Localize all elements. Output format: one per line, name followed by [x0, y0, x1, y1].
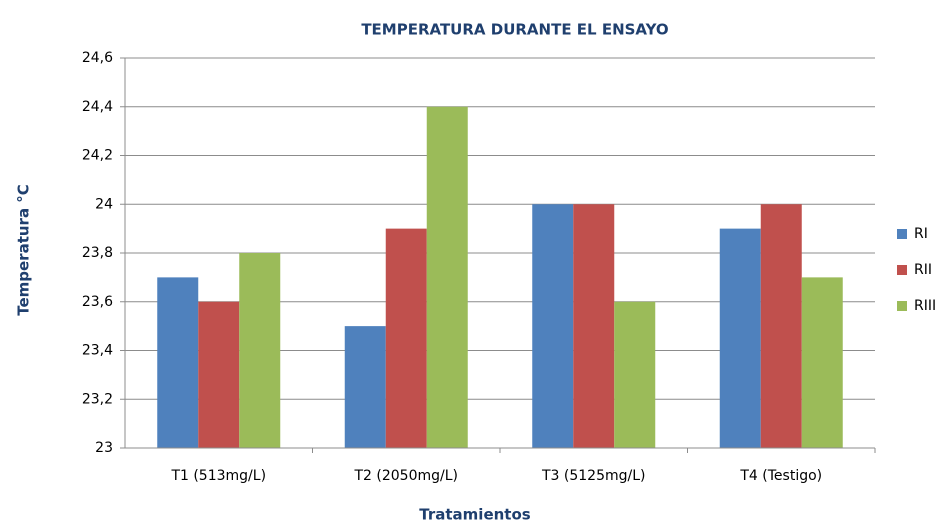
y-tick-label: 23,4	[82, 343, 113, 359]
bar	[573, 204, 615, 448]
bar	[760, 204, 802, 448]
y-tick-label: 24,2	[82, 148, 113, 164]
y-tick-label: 24	[95, 196, 113, 212]
legend-swatch	[897, 265, 907, 275]
bar	[344, 326, 386, 448]
x-tick-label: T3 (5125mg/L)	[541, 468, 646, 484]
legend-label: RIII	[914, 298, 936, 314]
bar	[719, 228, 761, 448]
y-tick-label: 23,2	[82, 391, 113, 407]
y-tick-label: 24,4	[82, 99, 113, 115]
bar	[801, 277, 843, 448]
x-axis-label: Tratamientos	[419, 506, 530, 524]
bar	[385, 228, 427, 448]
bar	[239, 253, 281, 448]
bar	[426, 106, 468, 448]
y-tick-label: 23,8	[82, 245, 113, 261]
x-tick-label: T4 (Testigo)	[739, 468, 822, 484]
y-tick-label: 23,6	[82, 294, 113, 310]
bar	[157, 277, 199, 448]
y-tick-label: 23	[95, 440, 113, 456]
legend-label: RI	[914, 226, 928, 242]
bar	[614, 301, 656, 448]
x-tick-label: T1 (513mg/L)	[170, 468, 266, 484]
bar	[532, 204, 574, 448]
legend-swatch	[897, 229, 907, 239]
chart-title: TEMPERATURA DURANTE EL ENSAYO	[361, 21, 668, 39]
legend-label: RII	[914, 262, 932, 278]
legend-swatch	[897, 301, 907, 311]
y-axis-label: Temperatura °C	[15, 184, 33, 316]
bar	[198, 301, 240, 448]
y-tick-label: 24,6	[82, 50, 113, 66]
x-tick-label: T2 (2050mg/L)	[353, 468, 458, 484]
